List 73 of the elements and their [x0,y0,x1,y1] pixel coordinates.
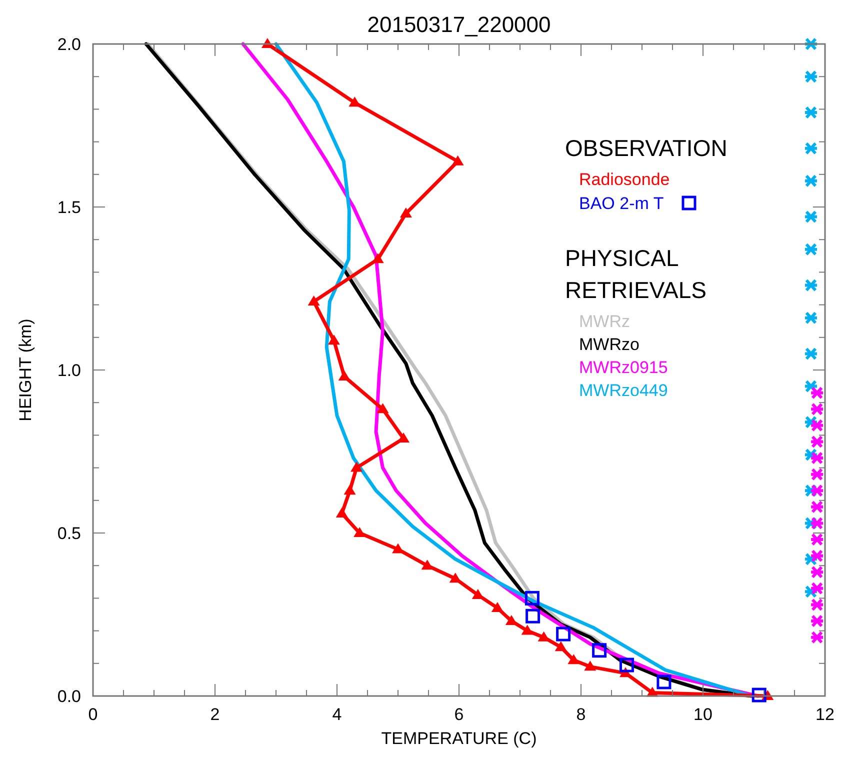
point [803,38,818,50]
point [803,106,818,119]
point [400,208,412,218]
point [810,452,825,465]
x-tick-label: 8 [576,705,586,724]
point [810,614,825,628]
point [803,210,818,224]
point [491,602,504,612]
point [452,155,464,166]
point [338,370,350,381]
point [308,296,320,306]
point [803,242,818,256]
text: MWRz [579,312,630,331]
point [376,403,389,414]
point [328,334,340,345]
point [526,608,540,624]
point [810,418,825,432]
point [810,402,825,416]
point [568,654,580,664]
point [810,484,825,498]
x-tick-label: 4 [332,705,342,724]
point [449,572,462,583]
point [810,566,825,579]
point [810,533,825,546]
point [810,598,825,612]
text: MWRzo [579,335,640,354]
point [336,507,348,518]
point [810,582,825,595]
point [810,435,825,448]
point [803,311,818,324]
point [556,626,571,642]
y-tick-label: 0.5 [57,524,81,543]
text: MWRzo449 [579,381,668,400]
point [803,347,818,360]
point [592,643,607,658]
y-tick-label: 2.0 [57,35,81,54]
point [620,658,634,672]
point [584,660,596,671]
point [803,278,818,292]
text: Radiosonde [579,170,670,189]
point [810,386,825,400]
point [810,549,825,562]
y-tick-label: 0.0 [57,687,81,706]
y-tick-label: 1.5 [57,198,81,217]
point [524,590,540,606]
chart-title: 20150317_220000 [367,12,551,37]
point [803,174,818,188]
point [803,142,818,155]
point [803,70,818,84]
point [810,516,825,530]
point [421,560,434,570]
point [810,500,825,514]
point [344,484,356,495]
x-tick-label: 6 [454,705,464,724]
point [810,630,825,644]
point [810,468,825,481]
y-tick-label: 1.0 [57,361,81,380]
annotation: OBSERVATION [565,135,728,161]
x-tick-label: 0 [88,705,98,724]
x-tick-label: 12 [816,705,834,724]
point [554,641,567,652]
legend-label: BAO 2-m T [579,194,664,213]
point [752,688,766,702]
point [354,527,366,537]
x-tick-label: 2 [210,705,220,724]
text: MWRz0915 [579,358,668,377]
point [656,674,672,690]
x-tick-label: 10 [694,705,712,724]
annotation: PHYSICAL RETRIEVALS [565,245,706,303]
point [521,624,534,635]
point [350,462,363,472]
x-axis-title: TEMPERATURE (C) [381,729,537,748]
y-axis-title: HEIGHT (km) [16,318,35,422]
